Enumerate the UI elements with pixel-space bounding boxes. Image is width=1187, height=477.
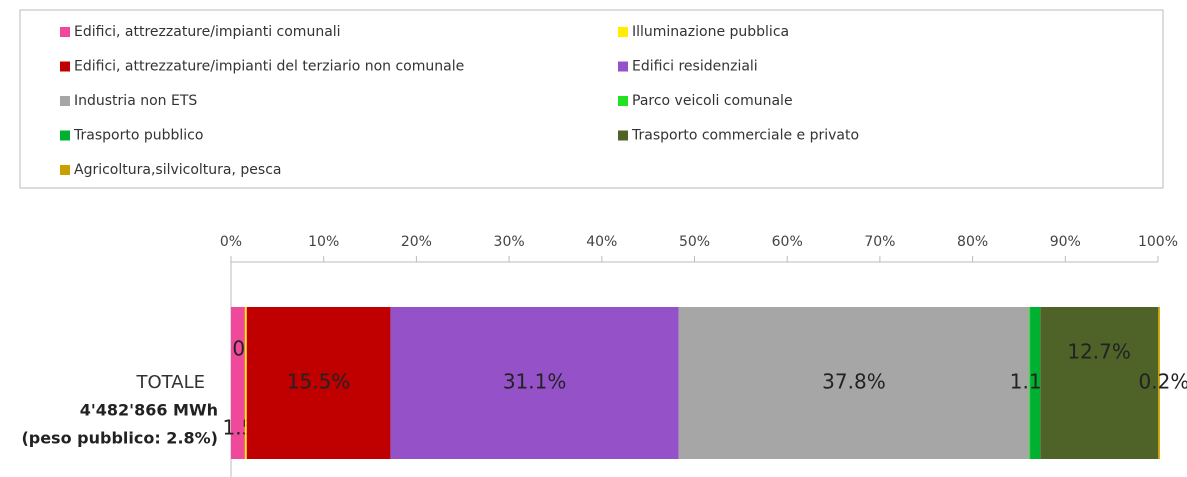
legend-label: Trasporto commerciale e privato <box>631 128 859 144</box>
legend-swatch <box>618 27 628 37</box>
data-label: 0.2% <box>1139 370 1187 394</box>
category-detail: (peso pubblico: 2.8%) <box>21 429 218 448</box>
category-label: TOTALE <box>136 372 205 393</box>
bar-segment <box>1029 307 1031 459</box>
legend-swatch <box>60 61 70 72</box>
legend-label: Edifici, attrezzature/impianti del terzi… <box>74 59 464 75</box>
bar-segment <box>244 307 247 459</box>
legend-label: Agricoltura,silvicoltura, pesca <box>74 162 281 178</box>
legend-swatch <box>60 27 70 37</box>
bar-segment <box>678 307 1030 459</box>
legend-swatch <box>60 96 70 106</box>
legend-swatch <box>618 61 628 72</box>
legend-label: Edifici, attrezzature/impianti comunali <box>74 24 341 40</box>
legend-label: Industria non ETS <box>74 93 197 109</box>
legend-swatch <box>618 130 628 141</box>
bar-segment <box>390 307 679 459</box>
data-label: 37.8% <box>822 370 886 394</box>
x-tick-label: 40% <box>586 234 617 250</box>
data-label: 15.5% <box>287 370 351 394</box>
data-label: 12.7% <box>1067 340 1131 364</box>
bar-segment <box>1158 307 1160 459</box>
bar-segment <box>1030 307 1041 459</box>
legend-label: Illuminazione pubblica <box>632 24 789 40</box>
legend-label: Parco veicoli comunale <box>632 93 793 109</box>
legend-label: Edifici residenziali <box>632 59 758 75</box>
legend-swatch <box>60 165 70 175</box>
x-tick-label: 0% <box>220 234 242 250</box>
x-tick-label: 30% <box>494 234 525 250</box>
legend-swatch <box>60 130 70 141</box>
legend-box <box>19 9 1164 189</box>
x-tick-label: 80% <box>957 234 988 250</box>
bar-segment <box>1040 307 1158 459</box>
x-tick-label: 70% <box>864 234 895 250</box>
x-tick-label: 100% <box>1138 234 1178 250</box>
bar-segment <box>231 307 245 459</box>
bar-segment <box>246 307 391 459</box>
legend-swatch <box>618 96 628 106</box>
x-tick-label: 60% <box>772 234 803 250</box>
x-tick-label: 90% <box>1050 234 1081 250</box>
x-tick-label: 10% <box>308 234 339 250</box>
x-tick-label: 50% <box>679 234 710 250</box>
x-tick-label: 20% <box>401 234 432 250</box>
data-label: 31.1% <box>503 370 567 394</box>
legend-label: Trasporto pubblico <box>73 128 203 144</box>
category-detail: 4'482'866 MWh <box>80 401 218 420</box>
